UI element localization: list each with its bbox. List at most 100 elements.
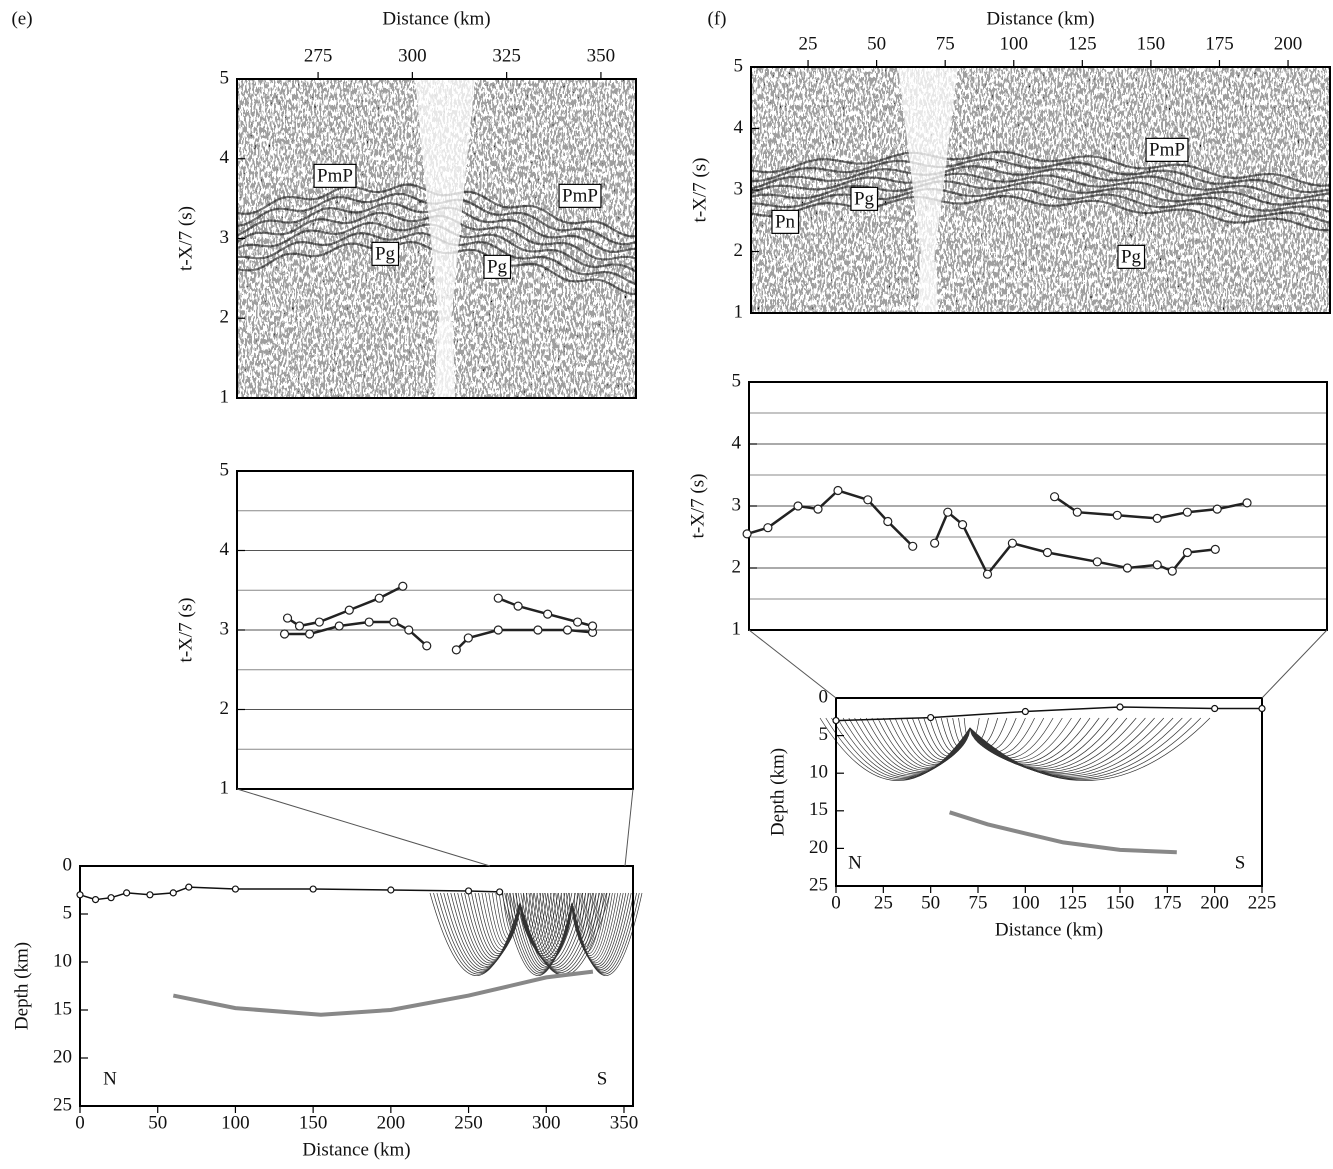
x-tick-label: 200 <box>377 1112 406 1133</box>
y-tick-label: 2 <box>220 698 230 719</box>
x-tick-label: 125 <box>1068 33 1097 54</box>
direction-label: S <box>1235 852 1246 873</box>
pick-point <box>282 613 293 623</box>
ray <box>969 717 1183 778</box>
pick-point <box>1049 492 1060 502</box>
reflection-band <box>750 180 1331 214</box>
pick-point <box>1167 566 1177 576</box>
reflection-band <box>750 164 1331 200</box>
x-tick-label: 50 <box>148 1112 167 1133</box>
ray <box>969 717 1146 773</box>
phase-label-box <box>1117 244 1146 269</box>
phase-label-box <box>483 254 512 279</box>
panel-picks: 1 2 3 4 5 t-X/7 (s) <box>175 459 634 798</box>
x-tick-label: 25 <box>874 892 893 913</box>
pick-point <box>1007 538 1017 548</box>
ray <box>854 717 971 775</box>
pick-point <box>1112 510 1122 520</box>
pick-point <box>1182 507 1192 517</box>
pick-point <box>231 885 240 893</box>
x-tick-label: 350 <box>610 1112 639 1133</box>
pick-curve <box>746 489 914 548</box>
pick-point <box>398 581 408 591</box>
zoom-connector <box>624 788 634 867</box>
x-tick-label: 150 <box>1137 33 1166 54</box>
pick-point <box>422 641 432 651</box>
x-tick-label: 325 <box>492 45 521 66</box>
pick-point <box>294 621 305 631</box>
panel-label: (f) <box>708 8 727 29</box>
zoom-connector <box>748 629 837 699</box>
pick-point <box>344 605 354 615</box>
x-tick-label: 25 <box>799 33 818 54</box>
pick-point <box>587 621 598 631</box>
phase-label-box <box>1145 137 1189 162</box>
pick-point <box>76 891 84 899</box>
pick-curve <box>933 510 1216 577</box>
plot-frame <box>79 865 634 1107</box>
phase-label: PmP <box>317 165 353 186</box>
pick-point <box>1116 703 1124 711</box>
y-tick-label: 5 <box>734 55 744 76</box>
y-tick-label: 10 <box>53 950 72 971</box>
x-tick-label: 175 <box>1153 892 1182 913</box>
y-tick-label: 15 <box>809 799 828 820</box>
plot-frame <box>835 697 1263 887</box>
x-axis-label: Distance (km) <box>382 8 490 29</box>
pick-point <box>451 645 461 655</box>
pick-point <box>463 633 473 643</box>
pick-point <box>1152 513 1162 524</box>
phase-label-box <box>371 241 400 266</box>
pick-point <box>943 507 953 517</box>
phase-label-box <box>771 209 800 234</box>
y-axis-label: t-X/7 (s) <box>175 206 196 271</box>
pick-curve <box>455 628 593 651</box>
pick-point <box>493 625 503 635</box>
y-tick-label: 3 <box>732 494 742 515</box>
pick-point <box>742 529 752 539</box>
y-axis-label: Depth (km) <box>11 942 32 1030</box>
x-axis-label: Distance (km) <box>986 8 1094 29</box>
pick-point <box>496 888 504 896</box>
x-tick-label: 50 <box>867 33 886 54</box>
x-tick-label: 250 <box>454 1112 483 1133</box>
pick-point <box>1212 504 1222 514</box>
phase-label: PmP <box>1149 139 1185 160</box>
seismogram-image <box>751 67 1330 313</box>
x-tick-label: 300 <box>398 45 427 66</box>
x-tick-label: 275 <box>304 45 333 66</box>
pick-point <box>1021 707 1029 716</box>
y-axis-label: t-X/7 (s) <box>689 158 710 223</box>
y-tick-label: 2 <box>734 240 744 261</box>
ray <box>888 717 971 767</box>
pick-point <box>793 501 803 511</box>
y-tick-label: 5 <box>220 67 230 88</box>
pick-point <box>763 523 773 533</box>
direction-label: N <box>103 1068 117 1089</box>
near-offset-gap <box>415 79 475 322</box>
reflection-band <box>750 150 1331 187</box>
y-tick-label: 5 <box>819 724 829 745</box>
phase-label: Pg <box>375 243 396 264</box>
phase-label: Pg <box>854 188 875 209</box>
pick-point <box>1152 560 1162 570</box>
y-tick-label: 1 <box>220 386 230 407</box>
y-tick-label: 25 <box>809 874 828 895</box>
pick-point <box>1258 704 1266 713</box>
pick-point <box>309 885 317 893</box>
pick-point <box>543 609 553 619</box>
reflection-band <box>750 172 1331 206</box>
pick-point <box>1211 704 1219 713</box>
ray-paths <box>819 717 1211 781</box>
y-tick-label: 25 <box>53 1094 72 1115</box>
pick-curve <box>286 585 404 628</box>
ray <box>836 717 971 778</box>
x-tick-label: 175 <box>1205 33 1234 54</box>
moho-line <box>948 810 1177 855</box>
pick-point <box>1210 544 1220 555</box>
pick-point <box>533 625 543 635</box>
direction-label: N <box>848 852 862 873</box>
pick-point <box>1072 507 1082 517</box>
